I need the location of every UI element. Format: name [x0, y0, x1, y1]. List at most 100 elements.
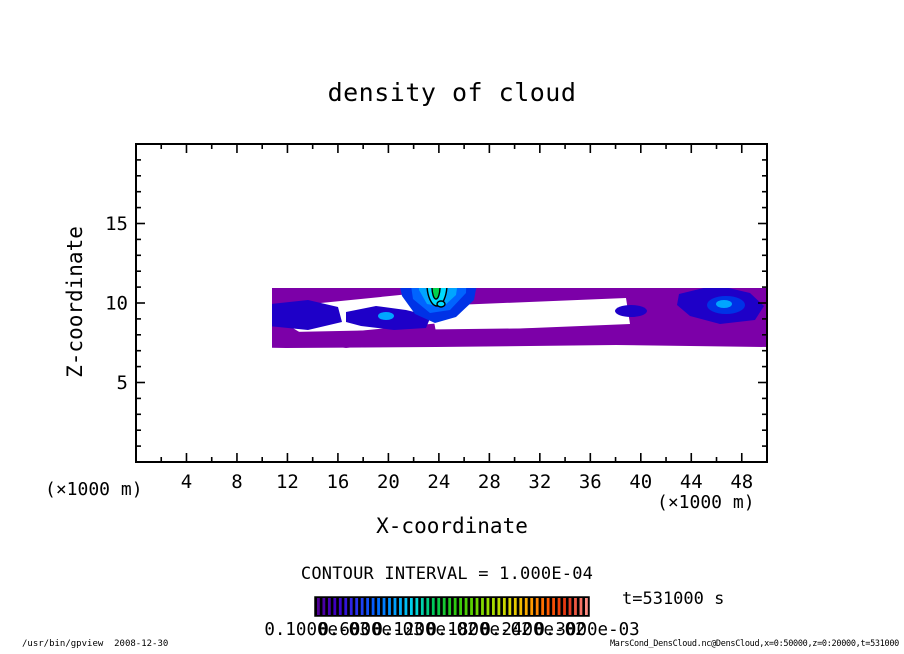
field-shape-cyan1: [313, 209, 371, 249]
field-shape-cyan1: [229, 309, 253, 319]
field-shape-white: [665, 257, 697, 271]
y-tick-label: 5: [117, 372, 128, 394]
colorbar-segment: [497, 598, 501, 615]
colorbar-segment: [508, 598, 512, 615]
colorbar-segment: [546, 598, 550, 615]
x-tick-label: 16: [326, 471, 349, 493]
field-shape-blue1: [256, 256, 298, 284]
field-shape-blue1: [141, 329, 171, 341]
y-tick-label: 15: [105, 213, 128, 235]
field-shape-white: [241, 231, 261, 241]
field-shape-blue1: [136, 230, 244, 290]
colorbar-segment: [475, 598, 479, 615]
x-axis-units: (×1000 m): [657, 492, 755, 513]
field-shape-cyan1: [378, 312, 394, 320]
colorbar-segment: [530, 598, 534, 615]
field-shape-cyan1: [495, 260, 507, 266]
field-shape-blue1: [272, 300, 342, 330]
field-shape-white: [182, 201, 206, 211]
field-shape-white: [182, 259, 200, 269]
field-shape-white: [716, 230, 756, 248]
x-tick-label: 40: [629, 471, 652, 493]
field-shape-cyan1: [716, 300, 732, 308]
field-shape-white: [567, 248, 595, 260]
colorbar-tick-label: 0.1000e-03: [264, 620, 369, 640]
colorbar-segment: [415, 598, 419, 615]
field-shape-white: [431, 298, 630, 332]
colorbar-segment: [420, 598, 424, 615]
time-label: t=531000 s: [622, 589, 725, 609]
field-shape-green2: [166, 289, 188, 299]
cloud-density-field: [136, 192, 767, 348]
x-tick-label: 12: [276, 471, 299, 493]
field-shape-blue2: [139, 264, 231, 324]
y-axis-units: (×1000 m): [45, 479, 143, 500]
colorbar-segment: [453, 598, 457, 615]
field-shape-blue3: [301, 204, 381, 255]
field-shape-white: [436, 192, 538, 242]
colorbar-segment: [442, 598, 446, 615]
chart-title: density of cloud: [327, 78, 577, 107]
field-shape-blue1: [482, 251, 566, 275]
x-tick-label: 36: [579, 471, 602, 493]
colorbar-segment: [355, 598, 359, 615]
colorbar-segment: [492, 598, 495, 615]
colorbar-segment: [535, 598, 539, 615]
x-tick-label: 48: [730, 471, 753, 493]
field-shape-blue3: [490, 258, 516, 270]
colorbar-segment: [519, 598, 523, 615]
colorbar-segment: [557, 598, 561, 615]
colorbar-segment: [327, 598, 331, 615]
colorbar-segment: [470, 598, 473, 615]
colorbar-segment: [448, 598, 452, 615]
colorbar-segment: [585, 598, 588, 615]
colorbar-border: [314, 596, 590, 617]
colorbar-segment: [388, 598, 391, 615]
colorbar-segment: [349, 598, 353, 615]
colorbar-segment: [404, 598, 408, 615]
field-shape-cyan2: [429, 265, 437, 271]
colorbar-segment: [486, 598, 490, 615]
field-shape-cyan2: [360, 227, 376, 237]
field-shape-green1: [431, 288, 441, 300]
colorbar-segment: [371, 598, 375, 615]
colorbar-segment: [377, 598, 380, 615]
colorbar-tick-label: 0.3000e-03: [534, 620, 639, 640]
footer-command: /usr/bin/gpview 2008-12-30: [22, 639, 169, 649]
field-shape-cyan1: [150, 274, 220, 316]
footer-source: MarsCond_DensCloud.nc@DensCloud,x=0:5000…: [609, 639, 899, 649]
field-shape-green1: [320, 240, 330, 248]
field-shape-green1: [196, 304, 208, 312]
colorbar-segment: [552, 598, 555, 615]
y-tick-label: 10: [105, 293, 128, 315]
x-tick-label: 32: [528, 471, 551, 493]
colorbar-tick-label: 0.2400e-02: [480, 620, 585, 640]
field-shape-cyan2: [436, 300, 446, 308]
colorbar-segment: [563, 598, 566, 615]
field-shape-cyan1: [329, 255, 337, 261]
colorbar-tick-label: 0.6000e-03: [318, 620, 423, 640]
colorbar-segment: [579, 598, 583, 615]
x-tick-label: 8: [231, 471, 242, 493]
colorbar-segment: [399, 598, 402, 615]
colorbar-segment: [333, 598, 337, 615]
colorbar-segment: [459, 598, 463, 615]
field-shape-white: [215, 294, 237, 304]
y-axis-label: Z-coordinate: [63, 226, 87, 378]
contour-interval-label: CONTOUR INTERVAL = 1.000E-04: [300, 564, 594, 584]
field-shape-cyan2: [329, 216, 366, 239]
x-axis-label: X-coordinate: [376, 514, 528, 538]
colorbar-segment: [481, 598, 484, 615]
colorbar-segment: [464, 598, 468, 615]
colorbar-tick-label: 0.1800e-02: [426, 620, 531, 640]
colorbar-segment: [574, 598, 577, 615]
field-shape-blue1: [615, 305, 647, 317]
colorbar-segment: [426, 598, 430, 615]
field-shape-blue2: [286, 195, 394, 264]
colorbar-segment: [317, 598, 320, 615]
x-tick-label: 4: [181, 471, 192, 493]
field-shape-blue3: [309, 237, 315, 241]
x-tick-label: 28: [478, 471, 501, 493]
